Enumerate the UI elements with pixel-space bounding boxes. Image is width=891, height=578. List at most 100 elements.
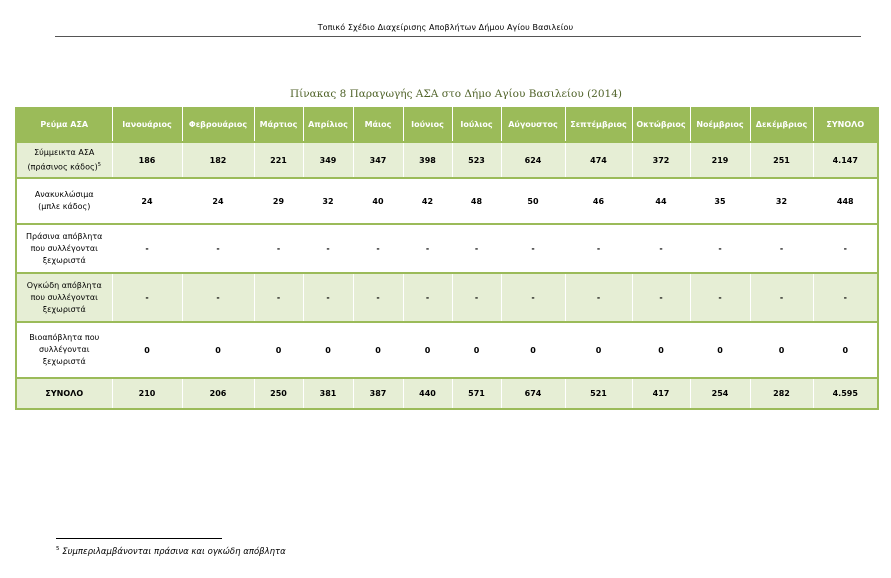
table-cell: 35 <box>690 178 751 225</box>
column-header: Απρίλιος <box>303 107 354 143</box>
table-cell: 624 <box>501 142 566 179</box>
table-cell: 0 <box>112 322 183 379</box>
table-cell: 40 <box>353 178 404 225</box>
table-cell: 254 <box>690 378 751 410</box>
column-header: Δεκέμβριος <box>750 107 814 143</box>
table-cell: 24 <box>182 178 255 225</box>
table-cell: 349 <box>303 142 354 179</box>
table-row: Σύμμεικτα ΑΣΑ (πράσινος κάδος)5 186 182 221 3… <box>16 142 879 179</box>
table-cell: - <box>632 273 691 323</box>
table-caption: Πίνακας 8 Παραγωγής ΑΣΑ στο Δήμο Αγίου Β… <box>290 88 622 100</box>
table-cell: - <box>403 273 453 323</box>
column-header: ΣΥΝΟΛΟ <box>813 107 879 143</box>
row-label: Σύμμεικτα ΑΣΑ (πράσινος κάδος)5 <box>16 142 113 179</box>
table-cell: 32 <box>750 178 814 225</box>
table-cell: - <box>353 224 404 274</box>
table-cell: - <box>750 273 814 323</box>
table-cell: 42 <box>403 178 453 225</box>
table-cell: 0 <box>254 322 304 379</box>
table-cell: - <box>303 273 354 323</box>
table-cell: 0 <box>690 322 751 379</box>
row-label-line: ΣΥΝΟΛΟ <box>45 388 84 398</box>
table-cell: 0 <box>501 322 566 379</box>
table-row: Ανακυκλώσιμα (μπλε κάδος) 24 24 29 32 40 42 48 50… <box>16 178 879 225</box>
table-cell: 440 <box>403 378 453 410</box>
table-cell: 24 <box>112 178 183 225</box>
table-cell: - <box>403 224 453 274</box>
table-cell: 523 <box>452 142 502 179</box>
table-cell: 448 <box>813 178 879 225</box>
row-label-line: ξεχωριστά <box>42 304 86 314</box>
table-cell: 0 <box>182 322 255 379</box>
table-cell: 0 <box>353 322 404 379</box>
table-cell: - <box>813 273 879 323</box>
table-cell: 4.595 <box>813 378 879 410</box>
row-label-line: (μπλε κάδος) <box>38 202 91 211</box>
footnote-reference: 5 <box>97 161 101 168</box>
table-cell: - <box>182 273 255 323</box>
column-header: Αύγουστος <box>501 107 566 143</box>
row-label-line: Ογκώδη απόβλητα <box>26 280 102 290</box>
table-cell: 48 <box>452 178 502 225</box>
row-label-line: Σύμμεικτα ΑΣΑ <box>34 147 95 157</box>
table-cell: - <box>690 224 751 274</box>
table-cell: 0 <box>632 322 691 379</box>
row-label: Ογκώδη απόβλητα που συλλέγονται ξεχωριστά <box>16 273 113 323</box>
table-row: Πράσινα απόβλητα που συλλέγονται ξεχωριστά… <box>16 224 879 274</box>
table-cell: - <box>112 273 183 323</box>
table-cell: 0 <box>452 322 502 379</box>
table-cell: 417 <box>632 378 691 410</box>
footnote-number: 5 <box>56 546 60 552</box>
table-cell: 250 <box>254 378 304 410</box>
row-label-line: ξεχωριστά <box>42 255 86 265</box>
row-label-line: που συλλέγονται <box>30 292 98 302</box>
table-cell: 182 <box>182 142 255 179</box>
table-cell: 32 <box>303 178 354 225</box>
table-cell: - <box>565 224 633 274</box>
table-cell: 44 <box>632 178 691 225</box>
row-label-line: (πράσινος κάδος) <box>27 162 98 172</box>
column-header: Φεβρουάριος <box>182 107 255 143</box>
row-label-line: συλλέγονται <box>39 345 90 354</box>
row-label-line: που συλλέγονται <box>30 243 98 253</box>
table-cell: - <box>452 273 502 323</box>
table-row: ΣΥΝΟΛΟ 210 206 250 381 387 440 571 674 521 417 254 2… <box>16 378 879 410</box>
table-cell: 46 <box>565 178 633 225</box>
table-cell: - <box>182 224 255 274</box>
row-label: Πράσινα απόβλητα που συλλέγονται ξεχωριστά <box>16 224 113 274</box>
table-cell: 29 <box>254 178 304 225</box>
table-cell: 0 <box>303 322 354 379</box>
table-cell: 372 <box>632 142 691 179</box>
table-cell: 0 <box>750 322 814 379</box>
table-cell: 219 <box>690 142 751 179</box>
table-cell: 571 <box>452 378 502 410</box>
table-cell: 674 <box>501 378 566 410</box>
table-cell: 474 <box>565 142 633 179</box>
table-cell: 50 <box>501 178 566 225</box>
table-body: Σύμμεικτα ΑΣΑ (πράσινος κάδος)5 186 182 221 3… <box>16 142 879 410</box>
table-cell: 387 <box>353 378 404 410</box>
table-cell: - <box>690 273 751 323</box>
row-label-line: Βιοαπόβλητα που <box>29 333 100 342</box>
row-label-line: Πράσινα απόβλητα <box>26 231 103 241</box>
header-divider <box>55 36 861 37</box>
table-cell: - <box>303 224 354 274</box>
table-cell: 0 <box>403 322 453 379</box>
row-label: Βιοαπόβλητα που συλλέγονται ξεχωριστά <box>16 322 113 379</box>
waste-production-table: Ρεύμα ΑΣΑ Ιανουάριος Φεβρουάριος Μάρτιος… <box>15 107 879 410</box>
table-cell: - <box>565 273 633 323</box>
table-cell: 347 <box>353 142 404 179</box>
column-header: Μάιος <box>353 107 404 143</box>
table-cell: 521 <box>565 378 633 410</box>
table-cell: - <box>813 224 879 274</box>
table-cell: 398 <box>403 142 453 179</box>
column-header: Ιανουάριος <box>112 107 183 143</box>
table-cell: 186 <box>112 142 183 179</box>
table-cell: 210 <box>112 378 183 410</box>
table-cell: 0 <box>565 322 633 379</box>
row-label-line: ξεχωριστά <box>42 357 86 366</box>
column-header: Μάρτιος <box>254 107 304 143</box>
table-cell: 221 <box>254 142 304 179</box>
row-label-line: Ανακυκλώσιμα <box>34 190 94 199</box>
column-header: Ιούλιος <box>452 107 502 143</box>
